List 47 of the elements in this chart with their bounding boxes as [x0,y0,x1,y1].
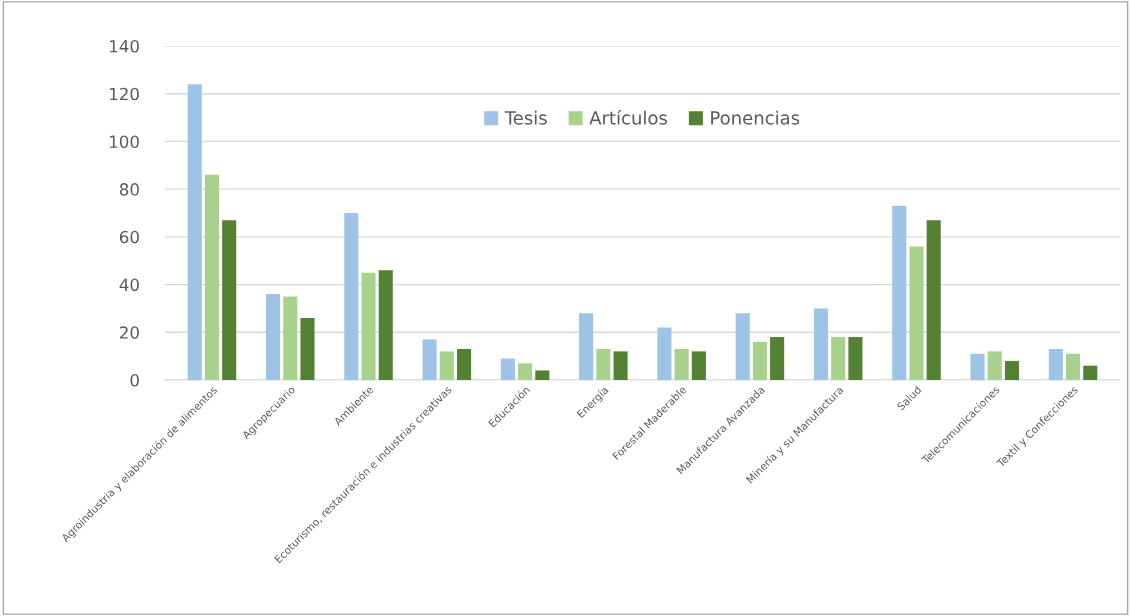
bar [344,213,359,380]
bar [187,84,202,380]
bar [691,351,706,380]
bar [909,246,924,380]
legend-label: Ponencias [711,110,800,125]
bar [361,272,376,380]
bar [848,337,863,380]
bar [813,308,829,380]
bar [1004,360,1020,380]
bar [735,313,750,380]
y-tick-label: 60 [119,230,139,244]
bar [1083,365,1098,380]
bar [204,174,220,380]
bar [674,348,689,380]
y-tick-label: 100 [110,135,139,148]
legend-label: Tesis [504,110,547,125]
bar [518,363,533,380]
bar [1065,353,1081,380]
bar [283,296,298,380]
bar [987,351,1002,380]
bar [892,205,907,380]
bar [596,348,611,380]
y-tick-label: 0 [130,373,139,387]
bar [831,337,846,380]
bar [456,348,472,380]
bar [222,220,237,380]
bar [265,294,281,380]
bar [439,351,454,380]
y-tick-label: 140 [110,39,139,53]
bar [657,327,672,380]
bar [500,358,515,380]
bar [613,351,628,380]
y-tick-label: 80 [119,183,139,196]
bar [422,339,437,380]
y-tick-label: 20 [120,326,139,339]
bar [378,270,393,380]
bar [752,341,767,380]
bar [970,353,985,380]
bar [1048,348,1063,380]
legend-label: Artículos [589,110,668,125]
y-tick-label: 120 [110,87,139,101]
bar [770,337,785,380]
bar [535,370,550,380]
bar [926,220,941,380]
bar [579,313,594,380]
y-tick-label: 40 [119,278,139,292]
bar [300,317,315,380]
